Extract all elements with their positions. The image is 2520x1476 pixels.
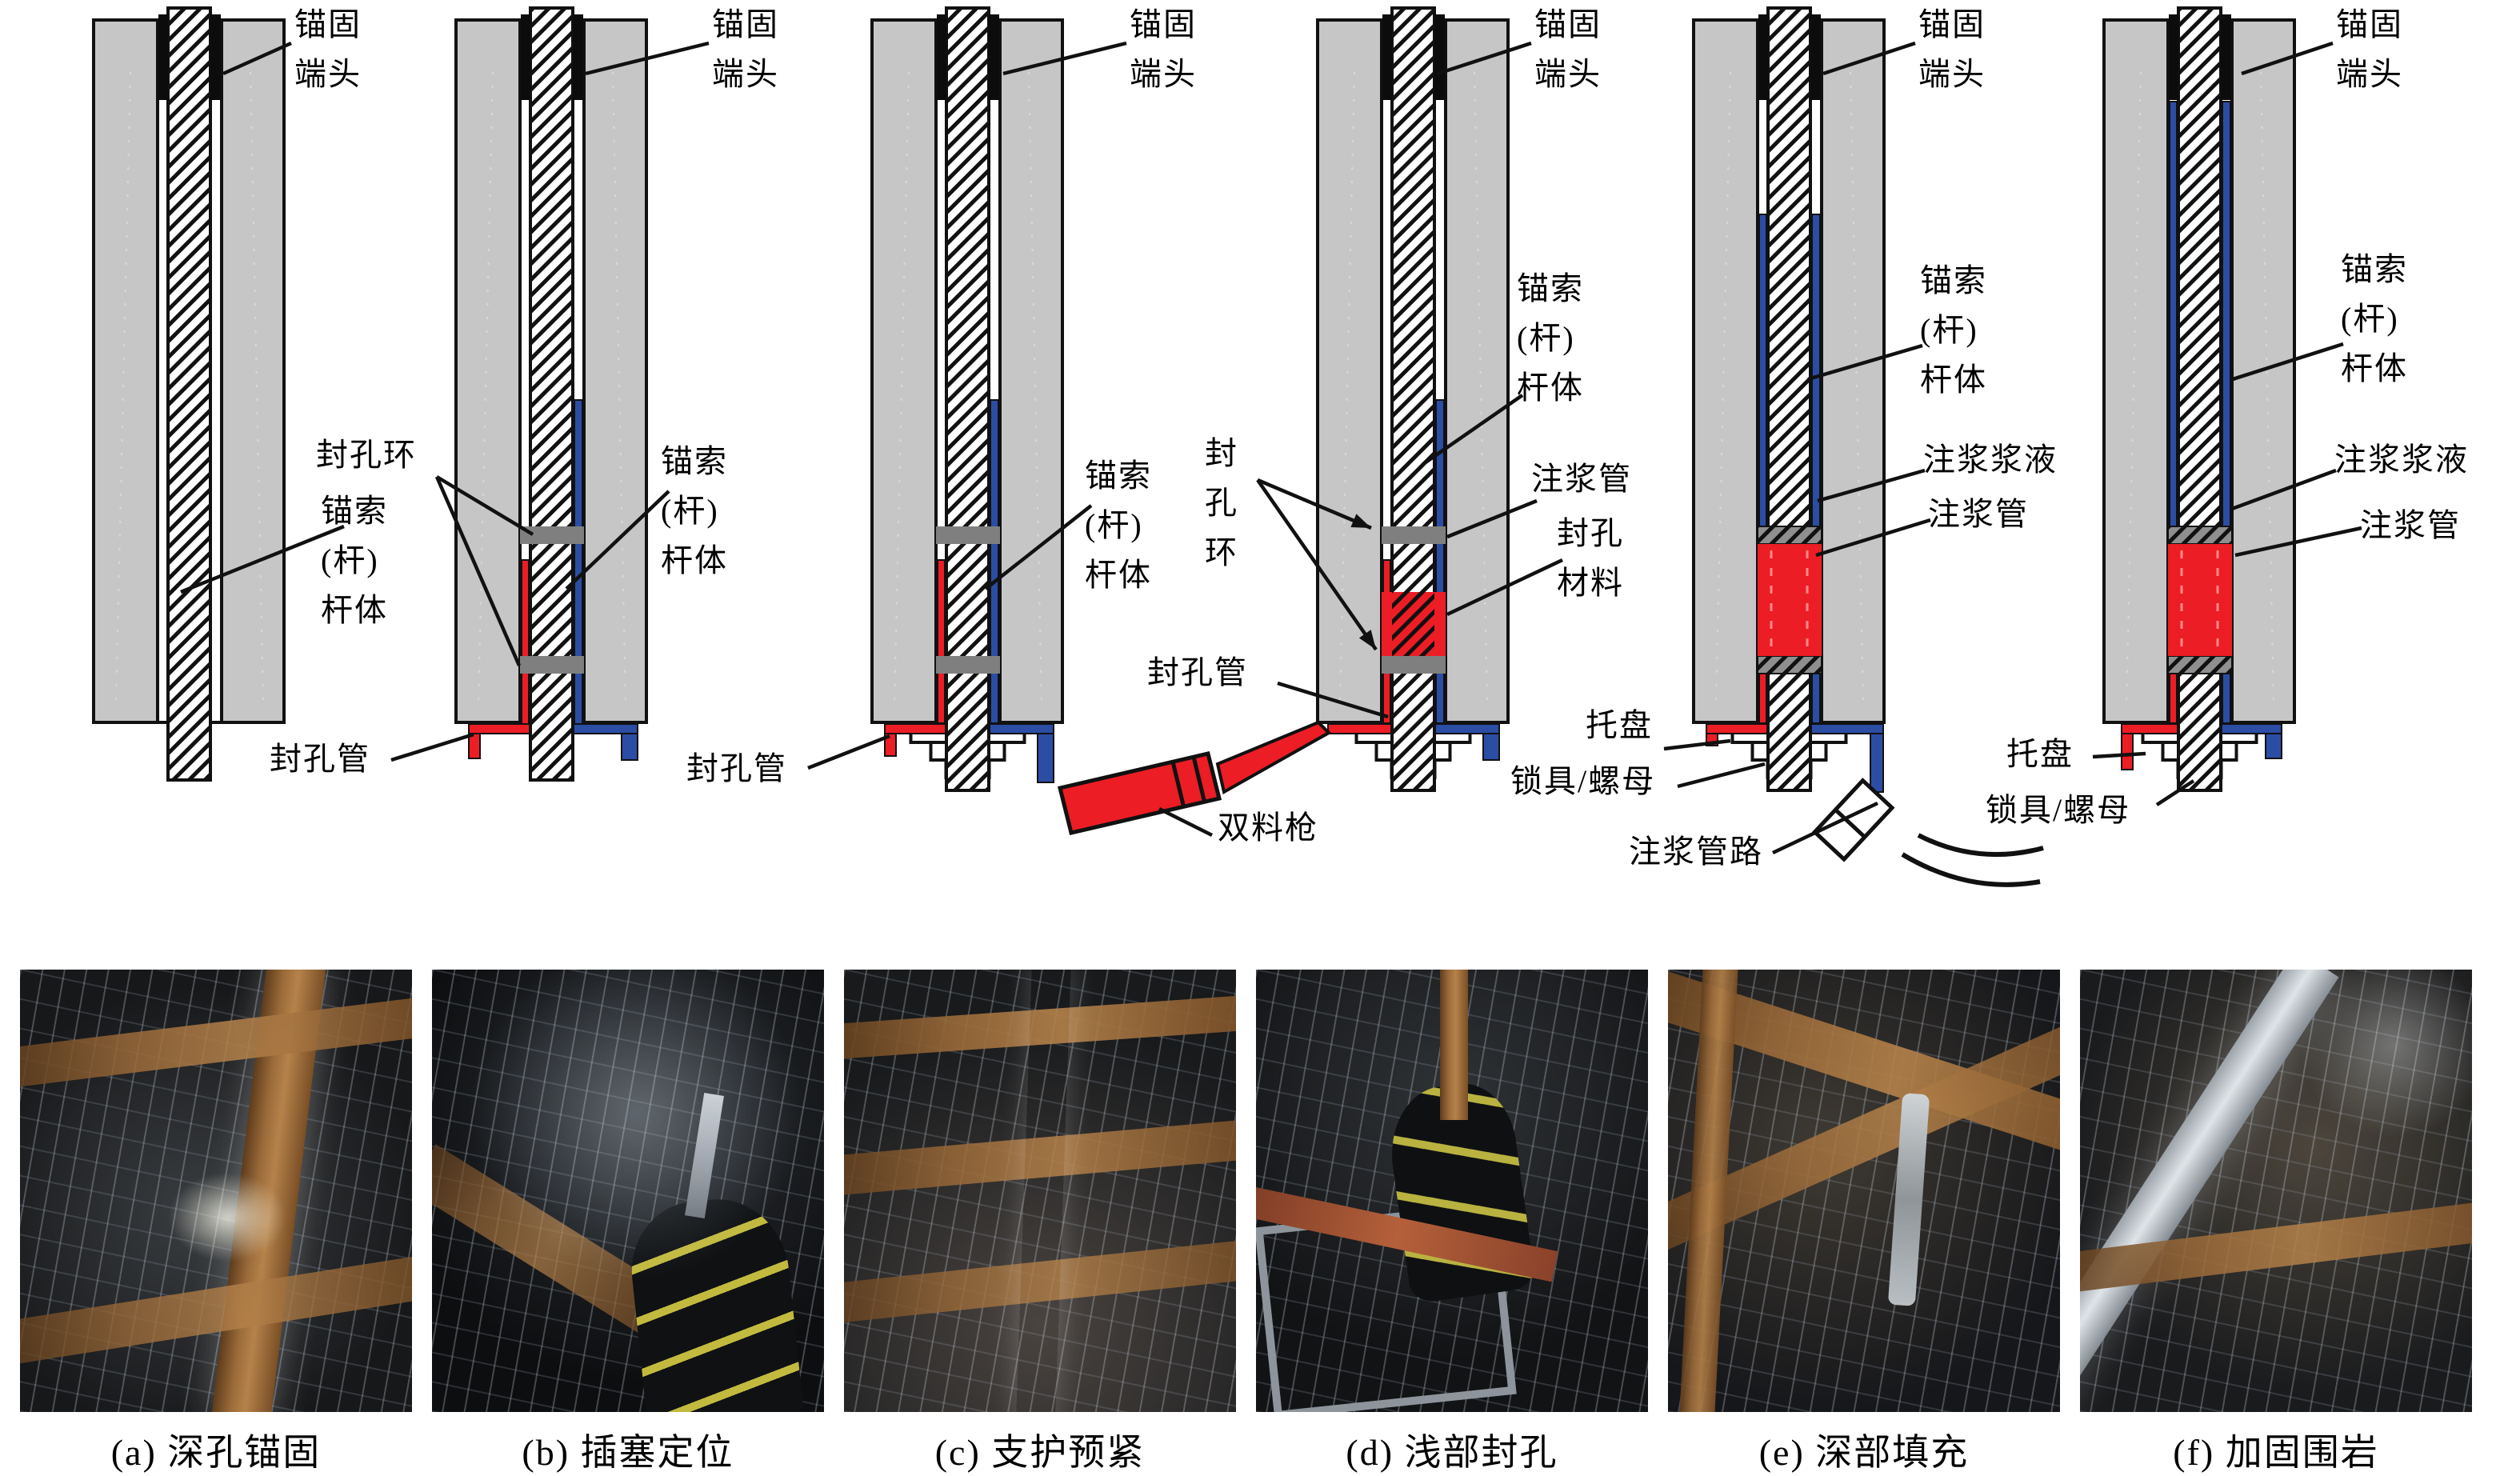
label-anchor-end-head: 锚固端头 bbox=[712, 6, 779, 92]
label-lock-nut: 锁具/螺母 bbox=[1986, 792, 2130, 828]
photo-caption: (c) 支护预紧 bbox=[934, 1432, 1146, 1473]
label-bearing-plate: 托盘 bbox=[2006, 736, 2074, 772]
mine-roof-photo-f: (f) 加固围岩 bbox=[2080, 970, 2472, 1476]
photo-image bbox=[1668, 970, 2060, 1412]
label-anchor-end-head: 锚固端头 bbox=[1918, 6, 1986, 92]
label-grout-line: 注浆管路 bbox=[1629, 834, 1763, 870]
label-seal-ring: 封孔环 bbox=[316, 437, 417, 473]
label-grout-slurry: 注浆浆液 bbox=[2334, 442, 2469, 478]
photo-image bbox=[20, 970, 412, 1412]
photo-ornament bbox=[432, 970, 824, 1412]
label-grout-slurry: 注浆浆液 bbox=[1923, 442, 2058, 478]
label-two-component-gun-label: 双料枪 bbox=[1218, 810, 1318, 846]
label-bolt-cable-body: 锚索(杆)杆体 bbox=[661, 443, 728, 578]
photo-caption: (a) 深孔锚固 bbox=[110, 1432, 322, 1473]
mine-roof-photo-d: (d) 浅部封孔 bbox=[1256, 970, 1648, 1476]
label-anchor-end-head: 锚固端头 bbox=[294, 6, 362, 92]
label-bolt-cable-body: 锚索(杆)杆体 bbox=[1920, 262, 1987, 398]
label-grout-tube: 注浆管 bbox=[2360, 507, 2461, 543]
photo-ornament bbox=[2299, 970, 2472, 1138]
label-lock-nut: 锁具/螺母 bbox=[1510, 763, 1655, 799]
photo-caption: (d) 浅部封孔 bbox=[1346, 1432, 1558, 1473]
label-anchor-end-head: 锚固端头 bbox=[2336, 6, 2403, 92]
label-seal-tube: 封孔管 bbox=[270, 741, 370, 777]
mine-roof-photo-c: (c) 支护预紧 bbox=[844, 970, 1236, 1476]
photo-image bbox=[1256, 970, 1648, 1412]
photo-caption: (f) 加固围岩 bbox=[2173, 1432, 2379, 1473]
mine-roof-photo-a: (a) 深孔锚固 bbox=[20, 970, 412, 1476]
label-bolt-cable-body: 锚索(杆)杆体 bbox=[1085, 458, 1152, 593]
label-seal-material: 封孔材料 bbox=[1557, 515, 1624, 601]
label-grout-tube: 注浆管 bbox=[1531, 461, 1632, 497]
grout-line-device bbox=[1811, 778, 2044, 887]
site-photo-row: (a) 深孔锚固 (b) 插塞定位 (c) 支护预紧 (d) 浅部封孔 bbox=[20, 970, 2472, 1476]
label-bolt-cable-body: 锚索(杆)杆体 bbox=[321, 493, 388, 628]
label-grout-tube: 注浆管 bbox=[1928, 496, 2029, 532]
label-seal-ring: 封孔环 bbox=[1205, 435, 1238, 570]
label-anchor-end-head: 锚固端头 bbox=[1130, 6, 1197, 92]
label-bolt-cable-body: 锚索(杆)杆体 bbox=[2341, 251, 2408, 386]
mine-roof-photo-e: (e) 深部填充 bbox=[1668, 970, 2060, 1476]
photo-image bbox=[844, 970, 1236, 1412]
mine-roof-photo-b: (b) 插塞定位 bbox=[432, 970, 824, 1476]
photo-ornament bbox=[1440, 970, 1468, 1121]
photo-ornament bbox=[169, 1173, 287, 1262]
photo-caption: (b) 插塞定位 bbox=[522, 1432, 734, 1473]
label-seal-tube: 封孔管 bbox=[686, 750, 787, 786]
label-bolt-cable-body: 锚索(杆)杆体 bbox=[1517, 270, 1584, 406]
photo-image bbox=[432, 970, 824, 1412]
label-seal-tube: 封孔管 bbox=[1147, 654, 1248, 690]
photo-caption: (e) 深部填充 bbox=[1758, 1432, 1970, 1473]
two-component-gun bbox=[1057, 720, 1332, 835]
label-anchor-end-head: 锚固端头 bbox=[1534, 6, 1602, 92]
photo-image bbox=[2080, 970, 2472, 1412]
label-bearing-plate: 托盘 bbox=[1586, 707, 1653, 743]
